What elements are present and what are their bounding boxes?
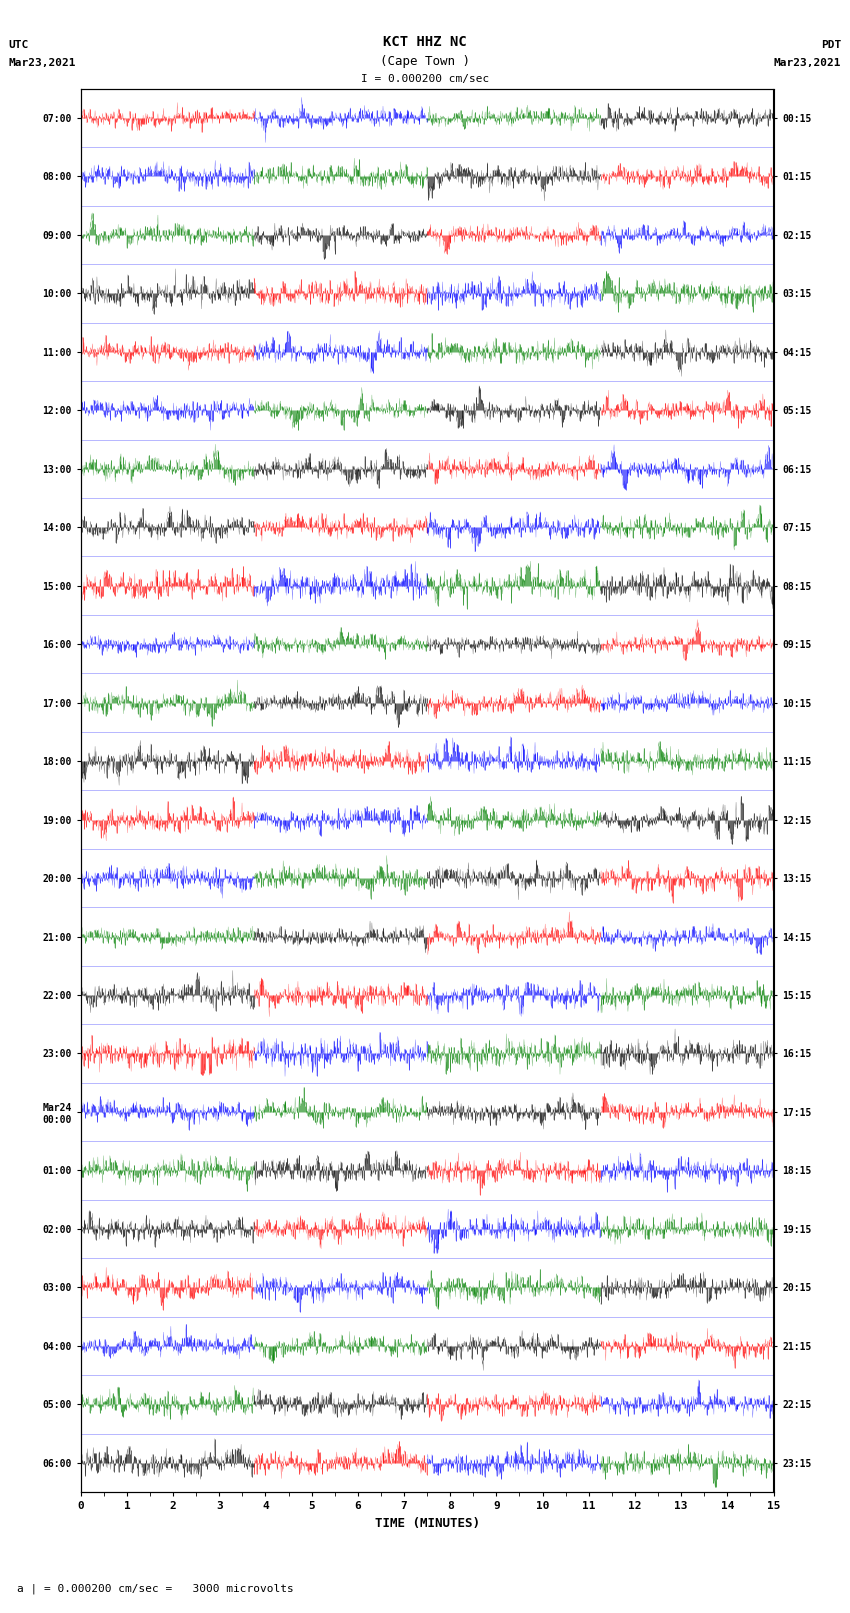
- Text: I = 0.000200 cm/sec: I = 0.000200 cm/sec: [361, 74, 489, 84]
- Text: a | = 0.000200 cm/sec =   3000 microvolts: a | = 0.000200 cm/sec = 3000 microvolts: [17, 1582, 294, 1594]
- X-axis label: TIME (MINUTES): TIME (MINUTES): [375, 1516, 479, 1529]
- Text: Mar23,2021: Mar23,2021: [774, 58, 842, 68]
- Text: UTC: UTC: [8, 40, 29, 50]
- Text: PDT: PDT: [821, 40, 842, 50]
- Text: Mar23,2021: Mar23,2021: [8, 58, 76, 68]
- Text: (Cape Town ): (Cape Town ): [380, 55, 470, 68]
- Text: KCT HHZ NC: KCT HHZ NC: [383, 35, 467, 50]
